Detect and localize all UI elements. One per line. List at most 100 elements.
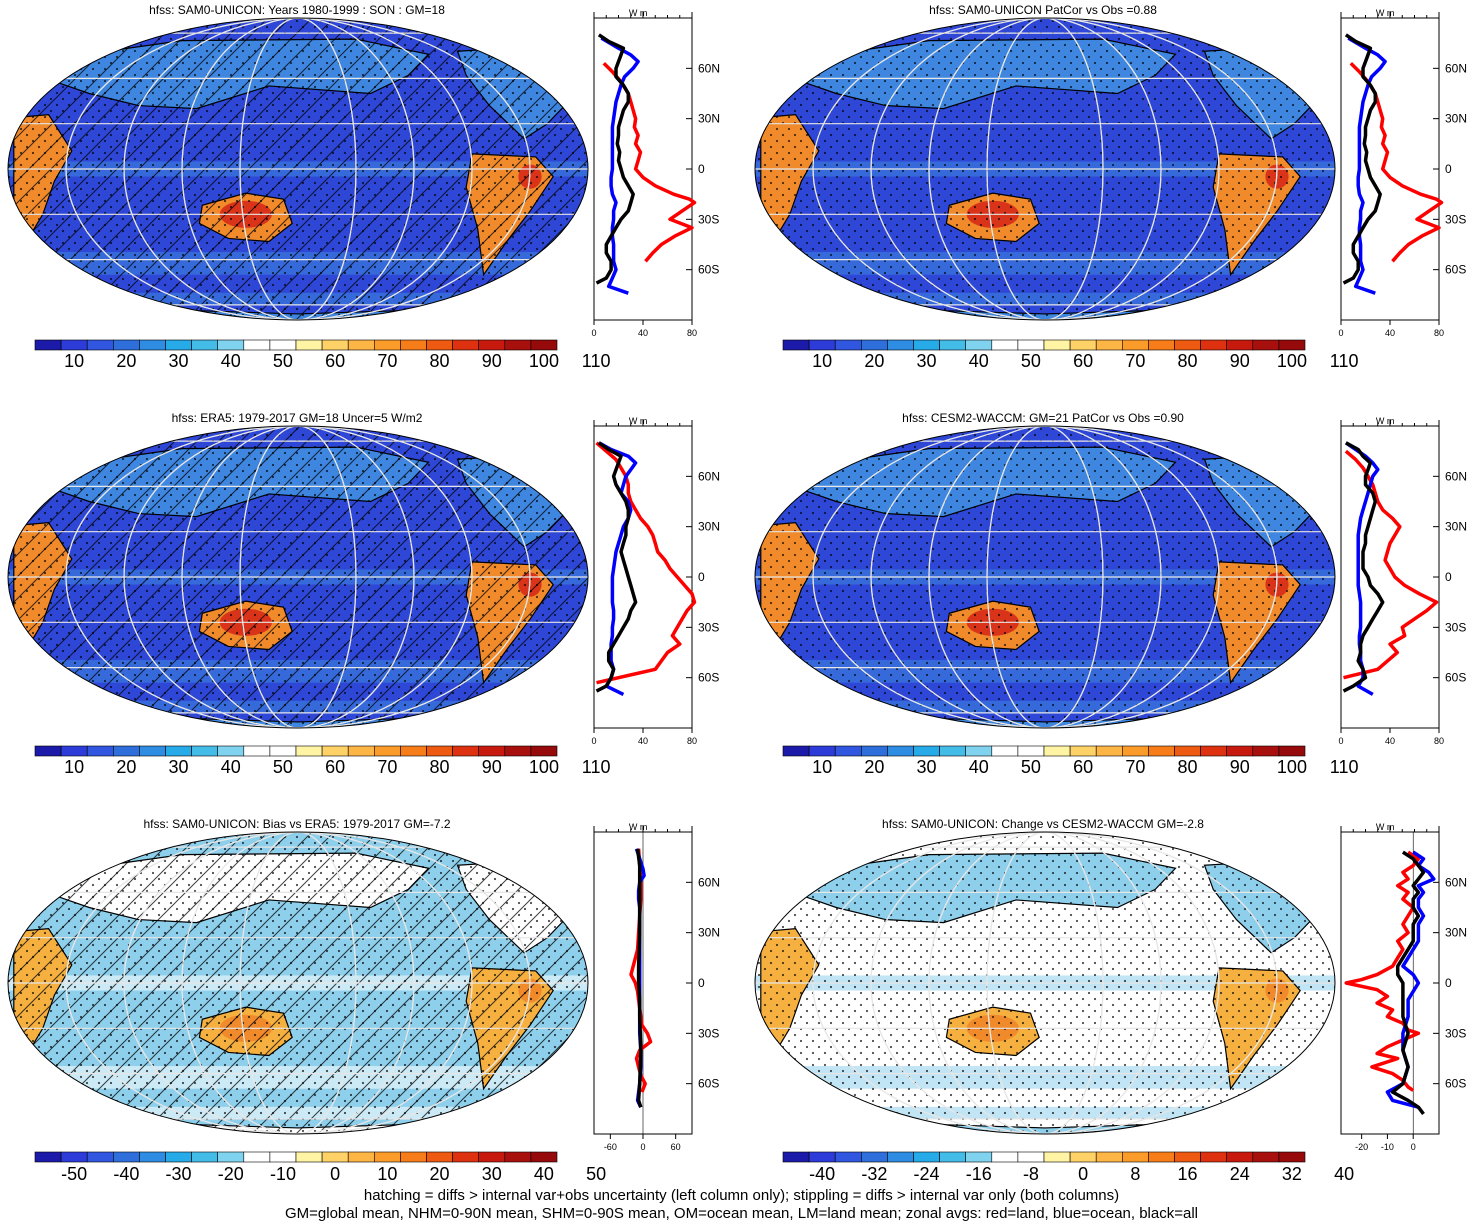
colorbar-swatch: [504, 745, 532, 757]
zonal-series-line: [1342, 33, 1382, 285]
colorbar-swatch: [808, 745, 836, 757]
zonal-x-label: 0: [1338, 328, 1343, 338]
colorbar-tick-label: -24: [914, 1164, 940, 1184]
colorbar-tick-label: 110: [582, 351, 611, 371]
colorbar-tick-label: 10: [64, 351, 84, 371]
zonal-series-line: [600, 36, 640, 295]
colorbar-tick-label: 30: [169, 757, 189, 777]
colorbar-tick-label: 90: [482, 351, 502, 371]
colorbar-swatch: [295, 745, 323, 757]
colorbar-swatch: [1200, 1151, 1227, 1163]
colorbar-swatch: [939, 1151, 966, 1163]
zonal-mean-plot: W m 60N 30N 0 30S 60S -60 0 60: [593, 822, 720, 1152]
colorbar-swatch: [1122, 745, 1149, 757]
colorbar-swatch: [400, 1151, 427, 1163]
colorbar-swatch: [530, 745, 558, 757]
colorbar-swatch: [191, 745, 219, 757]
colorbar-tick-label: 20: [864, 757, 884, 777]
colorbar-tick-label: 100: [529, 351, 559, 371]
zonal-lat-label: 60N: [698, 875, 720, 889]
colorbar-tick-label: 60: [1073, 757, 1093, 777]
footer-note-hatching: hatching = diffs > internal var+obs unce…: [363, 1187, 1120, 1204]
footer-note-legend: GM=global mean, NHM=0-90N mean, SHM=0-90…: [284, 1205, 1198, 1222]
colorbar-swatch: [1174, 339, 1201, 351]
colorbar-swatch: [217, 1151, 245, 1163]
zonal-series-line: [1390, 850, 1426, 1115]
colorbar-swatch: [1226, 339, 1254, 351]
colorbar-tick-label: 110: [1330, 757, 1359, 777]
zonal-x-label: 40: [638, 328, 648, 338]
colorbar-tick-label: 30: [917, 757, 937, 777]
zonal-x-label: 80: [1434, 328, 1444, 338]
colorbar-tick-label: -20: [218, 1164, 244, 1184]
colorbar-swatch: [34, 745, 62, 757]
colorbar-swatch: [373, 339, 401, 351]
zonal-lat-label: 0: [698, 162, 705, 176]
colorbar-swatch: [1095, 745, 1123, 757]
panel-title: hfss: ERA5: 1979-2017 GM=18 Uncer=5 W/m2: [172, 411, 423, 425]
colorbar-tick-label: 40: [969, 351, 989, 371]
colorbar-swatch: [1226, 1151, 1254, 1163]
zonal-series-line: [1347, 36, 1387, 295]
colorbar-tick-label: 80: [1178, 757, 1198, 777]
colorbar-tick-label: 16: [1178, 1164, 1198, 1184]
colorbar-swatch: [139, 1151, 166, 1163]
colorbar-swatch: [913, 1151, 940, 1163]
zonal-lat-label: 60S: [1445, 671, 1466, 685]
colorbar-tick-label: -50: [61, 1164, 87, 1184]
zonal-lat-label: 60S: [1445, 263, 1466, 277]
colorbar-swatch: [939, 339, 966, 351]
colorbar-swatch: [1252, 339, 1280, 351]
zonal-series-line: [595, 441, 638, 693]
colorbar-swatch: [1069, 1151, 1097, 1163]
colorbar-swatch: [782, 745, 810, 757]
colorbar-tick-label: 30: [482, 1164, 502, 1184]
colorbar-swatch: [243, 339, 271, 351]
colorbar-swatch: [1017, 339, 1045, 351]
colorbar-swatch: [139, 339, 166, 351]
colorbar-swatch: [347, 339, 375, 351]
colorbar-swatch: [478, 1151, 506, 1163]
colorbar-swatch: [965, 339, 993, 351]
colorbar-tick-label: 70: [377, 757, 397, 777]
map-outline: [7, 425, 589, 729]
map-outline: [7, 831, 589, 1135]
colorbar-swatch: [347, 745, 375, 757]
zonal-lat-label: 0: [1445, 162, 1452, 176]
colorbar-swatch: [1095, 1151, 1123, 1163]
colorbar-swatch: [834, 1151, 862, 1163]
zonal-lat-label: 60N: [1445, 875, 1467, 889]
zonal-x-label: 40: [1385, 328, 1395, 338]
colorbar-swatch: [860, 1151, 888, 1163]
map-outline: [754, 831, 1336, 1135]
colorbar-tick-label: 90: [1230, 757, 1250, 777]
colorbar-swatch: [243, 745, 271, 757]
zonal-x-label: -10: [1381, 1142, 1394, 1152]
zonal-unit-label: W m: [1376, 416, 1395, 426]
zonal-mean-plot: W m 60N 30N 0 30S 60S 0 40 80: [591, 8, 720, 338]
colorbar-tick-label: 80: [430, 351, 450, 371]
colorbar-swatch: [86, 1151, 114, 1163]
colorbar-tick-label: 90: [1230, 351, 1250, 371]
colorbar-swatch: [991, 339, 1019, 351]
zonal-series-line: [595, 441, 697, 685]
colorbar-tick-label: 70: [377, 351, 397, 371]
zonal-unit-label: W m: [629, 8, 648, 18]
zonal-x-label: 80: [687, 328, 697, 338]
panel-6: hfss: SAM0-UNICON: Change vs CESM2-WACCM…: [754, 817, 1467, 1184]
panel-2: hfss: SAM0-UNICON PatCor vs Obs =0.88 10 2…: [754, 3, 1467, 371]
colorbar-tick-label: 80: [430, 757, 450, 777]
colorbar-swatch: [965, 745, 993, 757]
colorbar-swatch: [321, 1151, 349, 1163]
colorbar-swatch: [1017, 1151, 1045, 1163]
colorbar-swatch: [860, 745, 888, 757]
colorbar-swatch: [504, 339, 532, 351]
colorbar-swatch: [165, 745, 192, 757]
colorbar-tick-label: 20: [116, 757, 136, 777]
colorbar-tick-label: 40: [221, 757, 241, 777]
zonal-series-line: [595, 33, 635, 285]
colorbar-swatch: [1252, 1151, 1280, 1163]
colorbar-swatch: [191, 339, 219, 351]
colorbar-tick-label: 110: [582, 757, 611, 777]
colorbar-tick-label: -10: [270, 1164, 296, 1184]
